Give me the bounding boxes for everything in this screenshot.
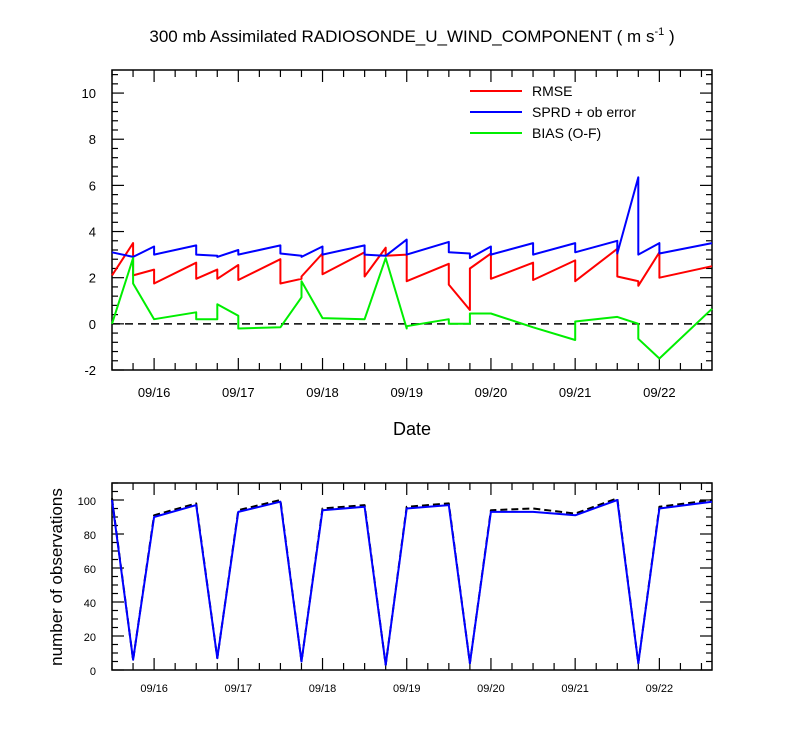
- y-tick-label: 10: [82, 86, 96, 101]
- x-tick-label: 09/21: [561, 683, 589, 695]
- y-tick-label: 80: [84, 530, 96, 542]
- x-tick-label: 09/17: [225, 683, 253, 695]
- top-x-tick-labels: 09/16 09/17 09/18 09/19 09/20 09/21 09/22: [138, 385, 676, 400]
- chart-title-end: ): [664, 27, 674, 46]
- series-line-bias-o-f: [111, 257, 713, 360]
- y-tick-label: -2: [84, 363, 96, 378]
- bottom-plot-frame: [111, 482, 713, 671]
- top-y-tick-labels: -2 0 2 4 6 8 10: [82, 86, 96, 378]
- bottom-axis-ticks: [111, 482, 712, 671]
- y-tick-label: 0: [90, 666, 96, 678]
- legend-entry-rmse: RMSE: [470, 83, 572, 99]
- y-tick-label: 40: [84, 598, 96, 610]
- y-tick-label: 20: [84, 632, 96, 644]
- legend-label-sprd: SPRD + ob error: [532, 104, 636, 120]
- x-tick-label: 09/20: [477, 683, 505, 695]
- top-series-lines: [111, 176, 713, 360]
- series-line-observations-dashed: [111, 497, 713, 666]
- chart-title-main: 300 mb Assimilated RADIOSONDE_U_WIND_COM…: [149, 27, 654, 46]
- legend-label-rmse: RMSE: [532, 83, 572, 99]
- top-plot-frame: [111, 69, 713, 371]
- top-panel: -2 0 2 4 6 8 10 09/16 09/17 09/18 09/19 09/20 09/21…: [82, 69, 713, 439]
- y-tick-label: 100: [78, 496, 96, 508]
- legend-entry-bias: BIAS (O-F): [470, 125, 601, 141]
- x-tick-label: 09/19: [390, 385, 423, 400]
- y-tick-label: 6: [89, 178, 96, 193]
- y-tick-label: 8: [89, 132, 96, 147]
- legend-entry-sprd: SPRD + ob error: [470, 104, 636, 120]
- x-axis-label: Date: [393, 419, 431, 439]
- series-line-observations: [111, 499, 713, 666]
- chart-title: 300 mb Assimilated RADIOSONDE_U_WIND_COM…: [149, 26, 674, 46]
- bottom-y-tick-labels: 0 20 40 60 80 100: [78, 496, 96, 678]
- top-axis-ticks: [111, 70, 712, 371]
- y-axis-label-observations: number of observations: [47, 488, 66, 666]
- legend: RMSE SPRD + ob error BIAS (O-F): [470, 83, 636, 141]
- legend-label-bias: BIAS (O-F): [532, 125, 601, 141]
- bottom-x-tick-labels: 09/16 09/17 09/18 09/19 09/20 09/21 09/22: [140, 683, 673, 695]
- x-tick-label: 09/18: [306, 385, 339, 400]
- x-tick-label: 09/16: [138, 385, 171, 400]
- x-tick-label: 09/17: [222, 385, 255, 400]
- y-tick-label: 60: [84, 564, 96, 576]
- x-tick-label: 09/20: [475, 385, 508, 400]
- chart-title-superscript: -1: [654, 26, 664, 38]
- x-tick-label: 09/18: [309, 683, 337, 695]
- bottom-series-lines: [111, 497, 713, 666]
- x-tick-label: 09/22: [646, 683, 674, 695]
- y-tick-label: 4: [89, 225, 96, 240]
- y-tick-label: 0: [89, 317, 96, 332]
- series-line-sprd-ob-error: [111, 176, 713, 260]
- x-tick-label: 09/21: [559, 385, 592, 400]
- series-line-rmse: [111, 242, 713, 311]
- x-tick-label: 09/22: [643, 385, 676, 400]
- x-tick-label: 09/16: [140, 683, 168, 695]
- y-tick-label: 2: [89, 271, 96, 286]
- x-tick-label: 09/19: [393, 683, 421, 695]
